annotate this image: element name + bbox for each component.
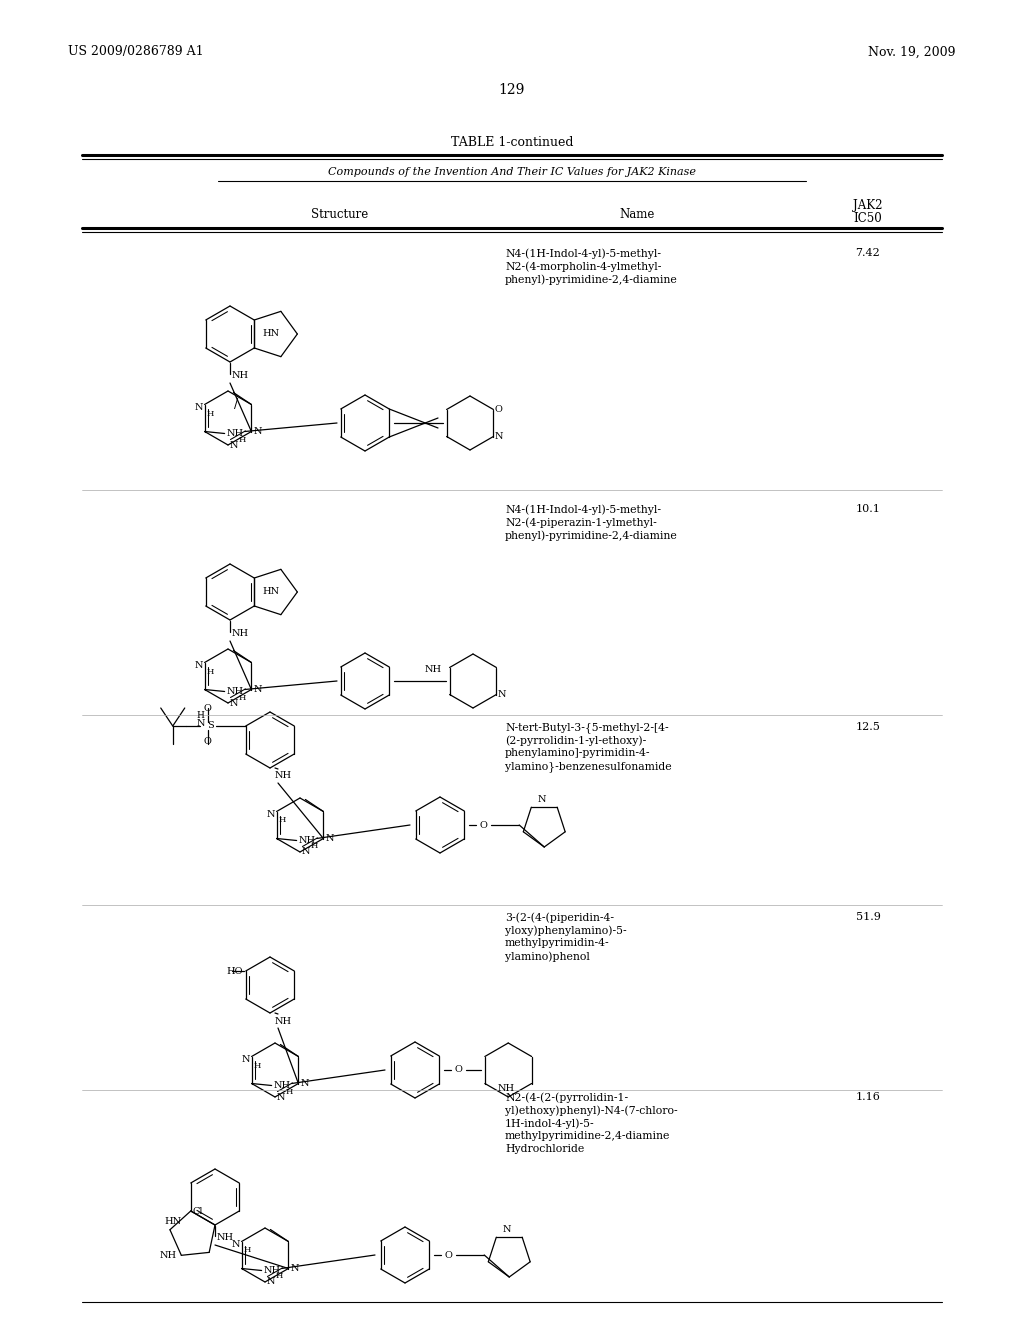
Text: H: H: [286, 1088, 293, 1096]
Text: N-tert-Butyl-3-{5-methyl-2-[4-: N-tert-Butyl-3-{5-methyl-2-[4-: [505, 722, 669, 733]
Text: HO: HO: [226, 966, 243, 975]
Text: O: O: [455, 1065, 462, 1074]
Text: N: N: [267, 1278, 275, 1287]
Text: NH: NH: [498, 1084, 515, 1093]
Text: N: N: [498, 690, 506, 700]
Text: phenyl)-pyrimidine-2,4-diamine: phenyl)-pyrimidine-2,4-diamine: [505, 275, 678, 285]
Text: N: N: [231, 1239, 240, 1249]
Text: H: H: [279, 817, 286, 825]
Text: H: H: [207, 409, 214, 417]
Text: N: N: [253, 685, 262, 694]
Text: yl)ethoxy)phenyl)-N4-(7-chloro-: yl)ethoxy)phenyl)-N4-(7-chloro-: [505, 1105, 678, 1115]
Text: Structure: Structure: [311, 209, 369, 222]
Text: N: N: [326, 834, 334, 843]
Text: N: N: [291, 1265, 299, 1272]
Text: H: H: [239, 693, 246, 701]
Text: N: N: [241, 1055, 250, 1064]
Text: phenyl)-pyrimidine-2,4-diamine: phenyl)-pyrimidine-2,4-diamine: [505, 531, 678, 541]
Text: methylpyrimidin-4-: methylpyrimidin-4-: [505, 939, 609, 948]
Text: JAK2: JAK2: [853, 199, 883, 213]
Text: NH: NH: [275, 1016, 292, 1026]
Text: N: N: [195, 403, 203, 412]
Text: H: H: [254, 1061, 261, 1069]
Text: H: H: [244, 1246, 251, 1254]
Text: (2-pyrrolidin-1-yl-ethoxy)-: (2-pyrrolidin-1-yl-ethoxy)-: [505, 735, 646, 746]
Text: US 2009/0286789 A1: US 2009/0286789 A1: [68, 45, 204, 58]
Text: methylpyrimidine-2,4-diamine: methylpyrimidine-2,4-diamine: [505, 1131, 671, 1140]
Text: N: N: [230, 698, 239, 708]
Text: Cl: Cl: [193, 1206, 203, 1216]
Text: IC50: IC50: [854, 211, 883, 224]
Text: N: N: [495, 432, 503, 441]
Text: N4-(1H-Indol-4-yl)-5-methyl-: N4-(1H-Indol-4-yl)-5-methyl-: [505, 504, 662, 515]
Text: N2-(4-morpholin-4-ylmethyl-: N2-(4-morpholin-4-ylmethyl-: [505, 261, 662, 272]
Text: NH: NH: [159, 1251, 176, 1259]
Text: NH: NH: [425, 665, 441, 675]
Text: NH: NH: [217, 1233, 234, 1242]
Text: N: N: [538, 796, 547, 804]
Text: O: O: [479, 821, 487, 829]
Text: HN: HN: [262, 330, 280, 338]
Text: N4-(1H-Indol-4-yl)-5-methyl-: N4-(1H-Indol-4-yl)-5-methyl-: [505, 248, 662, 259]
Text: NH: NH: [232, 371, 249, 380]
Text: N: N: [266, 810, 274, 818]
Text: N: N: [300, 1078, 309, 1088]
Text: Name: Name: [620, 209, 654, 222]
Text: NH: NH: [299, 836, 315, 845]
Text: H: H: [197, 711, 205, 721]
Text: ylamino}-benzenesulfonamide: ylamino}-benzenesulfonamide: [505, 762, 672, 772]
Text: N: N: [302, 847, 310, 857]
Text: phenylamino]-pyrimidin-4-: phenylamino]-pyrimidin-4-: [505, 748, 650, 758]
Text: 129: 129: [499, 83, 525, 96]
Text: Nov. 19, 2009: Nov. 19, 2009: [868, 45, 956, 58]
Text: yloxy)phenylamino)-5-: yloxy)phenylamino)-5-: [505, 925, 627, 936]
Text: 51.9: 51.9: [856, 912, 881, 921]
Text: HN: HN: [165, 1217, 182, 1226]
Text: ylamino)phenol: ylamino)phenol: [505, 950, 590, 961]
Text: Hydrochloride: Hydrochloride: [505, 1144, 585, 1154]
Text: H: H: [239, 436, 246, 444]
Text: 7.42: 7.42: [856, 248, 881, 257]
Text: /: /: [234, 399, 239, 411]
Text: O: O: [444, 1250, 453, 1259]
Text: NH: NH: [226, 686, 244, 696]
Text: N2-(4-(2-(pyrrolidin-1-: N2-(4-(2-(pyrrolidin-1-: [505, 1092, 628, 1102]
Text: N: N: [197, 719, 205, 729]
Text: 3-(2-(4-(piperidin-4-: 3-(2-(4-(piperidin-4-: [505, 912, 614, 923]
Text: O: O: [204, 704, 212, 713]
Text: 1H-indol-4-yl)-5-: 1H-indol-4-yl)-5-: [505, 1118, 595, 1129]
Text: S: S: [208, 722, 214, 730]
Text: Compounds of the Invention And Their IC Values for JAK2 Kinase: Compounds of the Invention And Their IC …: [328, 168, 696, 177]
Text: TABLE 1-continued: TABLE 1-continued: [451, 136, 573, 149]
Text: N: N: [278, 1093, 286, 1101]
Text: 12.5: 12.5: [856, 722, 881, 733]
Text: N: N: [195, 661, 203, 671]
Text: H: H: [207, 668, 214, 676]
Text: H: H: [275, 1272, 283, 1280]
Text: NH: NH: [263, 1266, 281, 1275]
Text: NH: NH: [273, 1081, 291, 1090]
Text: O: O: [495, 405, 502, 414]
Text: N: N: [230, 441, 239, 450]
Text: N2-(4-piperazin-1-ylmethyl-: N2-(4-piperazin-1-ylmethyl-: [505, 517, 656, 528]
Text: N: N: [253, 426, 262, 436]
Text: 1.16: 1.16: [856, 1092, 881, 1102]
Text: NH: NH: [275, 771, 292, 780]
Text: H: H: [310, 842, 318, 850]
Text: 10.1: 10.1: [856, 504, 881, 513]
Text: HN: HN: [262, 587, 280, 597]
Text: N: N: [503, 1225, 512, 1234]
Text: NH: NH: [226, 429, 244, 438]
Text: NH: NH: [232, 628, 249, 638]
Text: O: O: [204, 737, 212, 746]
